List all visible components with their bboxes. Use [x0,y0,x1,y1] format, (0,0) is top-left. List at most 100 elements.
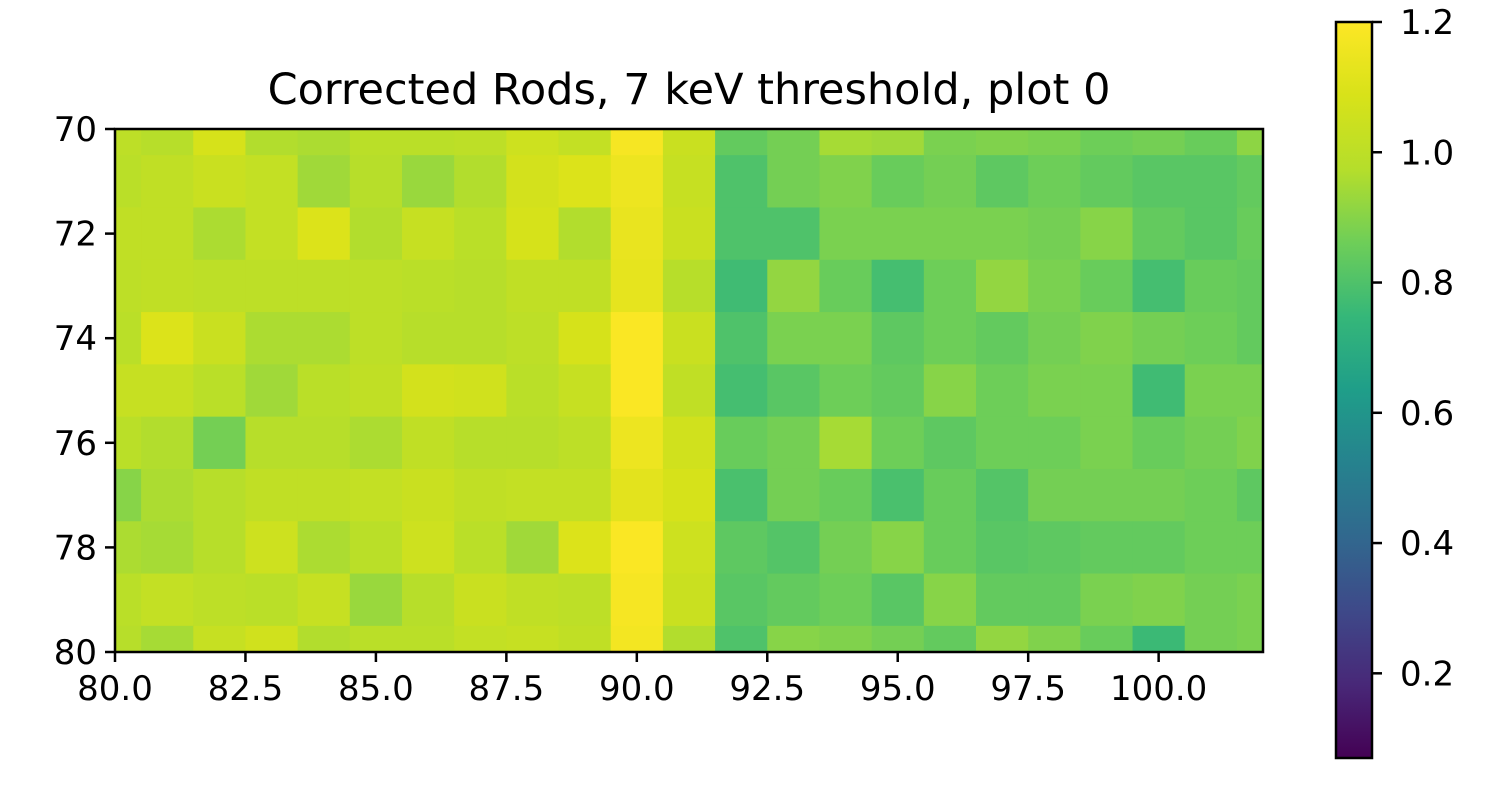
heatmap-cell [767,364,821,418]
heatmap-cell [767,573,821,627]
heatmap-cell [871,259,925,313]
heatmap-cell [245,364,299,418]
heatmap-cell [715,625,768,653]
heatmap-cell [871,312,925,365]
heatmap-cell [976,259,1029,313]
heatmap-cell [1236,573,1264,627]
heatmap-cell [193,416,247,470]
x-tick-label: 100.0 [1110,669,1207,709]
heatmap-cell [454,259,507,313]
heatmap-cell [715,573,768,627]
heatmap-cell [115,521,142,575]
heatmap-cell [1184,573,1238,627]
heatmap-cell [976,364,1029,418]
heatmap-cell [141,521,194,575]
heatmap-cell [115,312,142,365]
heatmap-cell [871,364,925,418]
heatmap-cell [506,207,560,261]
heatmap-cell [115,625,142,653]
heatmap-cell [558,625,612,653]
heatmap-cell [141,573,194,627]
colorbar-tick-label: 1.2 [1400,3,1454,43]
heatmap-cell [715,364,768,418]
heatmap-cell [558,207,612,261]
heatmap-cell [297,573,351,627]
heatmap-cell [767,155,821,209]
heatmap-cell [245,155,299,209]
heatmap-cell [819,129,873,156]
heatmap-cell [610,364,664,418]
heatmap-cell [610,573,664,627]
heatmap-cell [1028,129,1081,156]
heatmap-cell [1080,416,1134,470]
heatmap-cell [976,468,1029,522]
heatmap-cell [245,207,299,261]
heatmap-cell [1184,625,1238,653]
heatmap-cell [193,468,247,522]
heatmap-cell [141,416,194,470]
heatmap-cell [193,259,247,313]
heatmap-cell [558,259,612,313]
heatmap-cell [141,625,194,653]
heatmap-cell [1028,364,1081,418]
x-tick-label: 87.5 [469,669,545,709]
heatmap-cell [1080,521,1134,575]
x-axis: 80.0 82.5 85.0 87.5 90.0 92.5 95.0 97.5 100.0 [77,652,1207,709]
heatmap-cell [715,129,768,156]
heatmap-cell [245,468,299,522]
heatmap-cell [1236,521,1264,575]
heatmap-cell [871,573,925,627]
heatmap-cell [349,416,403,470]
heatmap-cell [662,312,716,365]
heatmap-cell [1080,573,1134,627]
heatmap-cell [245,312,299,365]
heatmap-cell [819,259,873,313]
heatmap-cell [115,207,142,261]
heatmap-cell [1028,416,1081,470]
heatmap-cell [923,573,977,627]
heatmap-cell [402,521,455,575]
heatmap-cell [1184,416,1238,470]
heatmap-cell [1132,155,1186,209]
heatmap-cell [141,259,194,313]
heatmap-cell [1080,364,1134,418]
heatmap-cell [297,207,351,261]
heatmap-cell [871,207,925,261]
heatmap-cell [819,573,873,627]
heatmap-cell [193,521,247,575]
heatmap-cell [402,416,455,470]
heatmap-cell [506,468,560,522]
heatmap-cell [1080,312,1134,365]
heatmap-cell [1132,129,1186,156]
heatmap-cell [767,312,821,365]
heatmap-cell [245,416,299,470]
heatmap-cell [1236,207,1264,261]
x-tick-label: 82.5 [208,669,284,709]
heatmap-cell [558,573,612,627]
heatmap-cell [297,521,351,575]
heatmap-cell [1028,259,1081,313]
heatmap-cell [506,259,560,313]
heatmap-cell [767,416,821,470]
heatmap-cell [1080,129,1134,156]
heatmap-cell [1132,207,1186,261]
heatmap-cell [1028,521,1081,575]
heatmap-cell [819,416,873,470]
heatmap-cell [506,364,560,418]
heatmap-cell [141,312,194,365]
heatmap-cell [923,625,977,653]
heatmap-cell [1028,207,1081,261]
heatmap-cell [871,521,925,575]
heatmap-cell [141,155,194,209]
heatmap-cell [193,625,247,653]
heatmap-cell [1184,521,1238,575]
y-tick-label: 72 [54,215,97,255]
heatmap-cell [1028,573,1081,627]
heatmap-cell [715,207,768,261]
heatmap-cell [923,521,977,575]
heatmap-cell [1184,129,1238,156]
heatmap-cell [610,468,664,522]
heatmap-cell [115,129,142,156]
heatmap-cell [1028,468,1081,522]
